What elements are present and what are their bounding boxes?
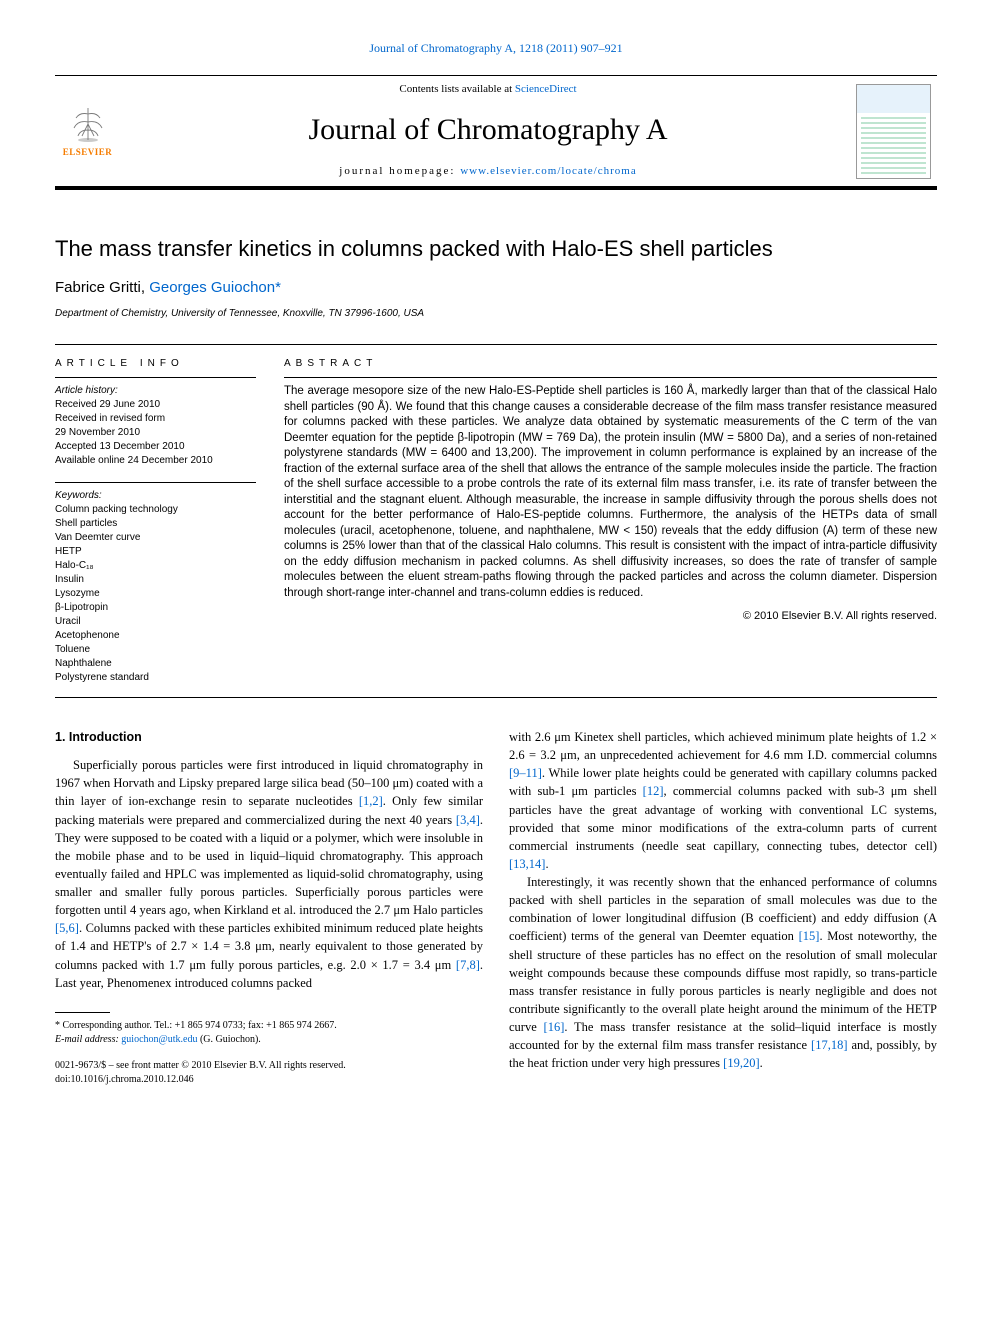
- text-run: . Most noteworthy, the shell structure o…: [509, 929, 937, 1034]
- article-info-panel: article info Article history: Received 2…: [55, 345, 270, 698]
- header-citation: Journal of Chromatography A, 1218 (2011)…: [55, 40, 937, 57]
- keyword: HETP: [55, 545, 256, 559]
- citation-link[interactable]: [9–11]: [509, 766, 542, 780]
- abstract-text: The average mesopore size of the new Hal…: [284, 384, 937, 601]
- abstract-copyright: © 2010 Elsevier B.V. All rights reserved…: [284, 609, 937, 625]
- email-label: E-mail address:: [55, 1034, 121, 1045]
- citation-link[interactable]: [13,14]: [509, 857, 545, 871]
- column-right: with 2.6 μm Kinetex shell particles, whi…: [509, 728, 937, 1087]
- article-title: The mass transfer kinetics in columns pa…: [55, 235, 937, 264]
- column-left: 1. Introduction Superficially porous par…: [55, 728, 483, 1087]
- elsevier-tree-icon: [68, 104, 108, 144]
- citation-link[interactable]: [19,20]: [723, 1056, 759, 1070]
- keyword: Polystyrene standard: [55, 671, 256, 685]
- abstract-label: abstract: [284, 357, 937, 372]
- publisher-logo-text: ELSEVIER: [63, 146, 113, 159]
- email-tail: (G. Guiochon).: [197, 1034, 260, 1045]
- author-2-link[interactable]: Georges Guiochon: [149, 279, 275, 296]
- history-accepted: Accepted 13 December 2010: [55, 440, 256, 454]
- keyword: Acetophenone: [55, 629, 256, 643]
- keyword: Uracil: [55, 615, 256, 629]
- keywords-label: Keywords:: [55, 489, 256, 503]
- keyword: Insulin: [55, 573, 256, 587]
- contents-prefix: Contents lists available at: [399, 83, 514, 95]
- doi-line: doi:10.1016/j.chroma.2010.12.046: [55, 1073, 483, 1087]
- email-footnote: E-mail address: guiochon@utk.edu (G. Gui…: [55, 1033, 483, 1047]
- citation-link[interactable]: [12]: [643, 784, 664, 798]
- journal-title: Journal of Chromatography A: [120, 108, 856, 152]
- body-paragraph: Superficially porous particles were firs…: [55, 756, 483, 992]
- text-run: . They were supposed to be coated with a…: [55, 813, 483, 918]
- citation-link[interactable]: [1,2]: [359, 794, 383, 808]
- journal-homepage-line: journal homepage: www.elsevier.com/locat…: [120, 164, 856, 180]
- history-revised: Received in revised form: [55, 412, 256, 426]
- section-heading-introduction: 1. Introduction: [55, 728, 483, 746]
- body-paragraph: Interestingly, it was recently shown tha…: [509, 873, 937, 1072]
- keyword: Column packing technology: [55, 503, 256, 517]
- citation-link[interactable]: [5,6]: [55, 921, 79, 935]
- citation-link[interactable]: [16]: [544, 1020, 565, 1034]
- keyword: Naphthalene: [55, 657, 256, 671]
- history-revised-date: 29 November 2010: [55, 426, 256, 440]
- abstract-panel: abstract The average mesopore size of th…: [270, 345, 937, 698]
- body-paragraph: with 2.6 μm Kinetex shell particles, whi…: [509, 728, 937, 873]
- homepage-prefix: journal homepage:: [339, 165, 460, 177]
- keyword: Halo-C₁₈: [55, 559, 256, 573]
- keyword: Toluene: [55, 643, 256, 657]
- history-label: Article history:: [55, 384, 256, 398]
- text-run: with 2.6 μm Kinetex shell particles, whi…: [509, 730, 937, 762]
- text-run: . Columns packed with these particles ex…: [55, 921, 483, 971]
- affiliation: Department of Chemistry, University of T…: [55, 307, 937, 322]
- citation-link[interactable]: [7,8]: [456, 958, 480, 972]
- text-run: .: [545, 857, 548, 871]
- history-received: Received 29 June 2010: [55, 398, 256, 412]
- authors-line: Fabrice Gritti, Georges Guiochon*: [55, 277, 937, 299]
- journal-homepage-link[interactable]: www.elsevier.com/locate/chroma: [460, 165, 637, 177]
- journal-cover-thumbnail: [856, 84, 931, 179]
- contents-available-line: Contents lists available at ScienceDirec…: [120, 82, 856, 98]
- author-1: Fabrice Gritti,: [55, 279, 149, 296]
- sciencedirect-link[interactable]: ScienceDirect: [515, 83, 577, 95]
- article-info-label: article info: [55, 357, 256, 372]
- author-email-link[interactable]: guiochon@utk.edu: [121, 1034, 197, 1045]
- corresponding-marker[interactable]: *: [275, 279, 281, 296]
- keyword: β-Lipotropin: [55, 601, 256, 615]
- citation-link[interactable]: [15]: [799, 929, 820, 943]
- publisher-logo: ELSEVIER: [55, 96, 120, 166]
- keyword: Van Deemter curve: [55, 531, 256, 545]
- keyword: Lysozyme: [55, 587, 256, 601]
- journal-masthead: ELSEVIER Contents lists available at Sci…: [55, 75, 937, 189]
- header-citation-link[interactable]: Journal of Chromatography A, 1218 (2011)…: [369, 41, 622, 55]
- body-two-column: 1. Introduction Superficially porous par…: [55, 728, 937, 1087]
- footnote-separator: [55, 1012, 110, 1013]
- text-run: .: [760, 1056, 763, 1070]
- keyword: Shell particles: [55, 517, 256, 531]
- citation-link[interactable]: [17,18]: [811, 1038, 847, 1052]
- history-online: Available online 24 December 2010: [55, 454, 256, 468]
- issn-copyright-line: 0021-9673/$ – see front matter © 2010 El…: [55, 1059, 483, 1073]
- citation-link[interactable]: [3,4]: [456, 813, 480, 827]
- corresponding-author-footnote: * Corresponding author. Tel.: +1 865 974…: [55, 1019, 483, 1033]
